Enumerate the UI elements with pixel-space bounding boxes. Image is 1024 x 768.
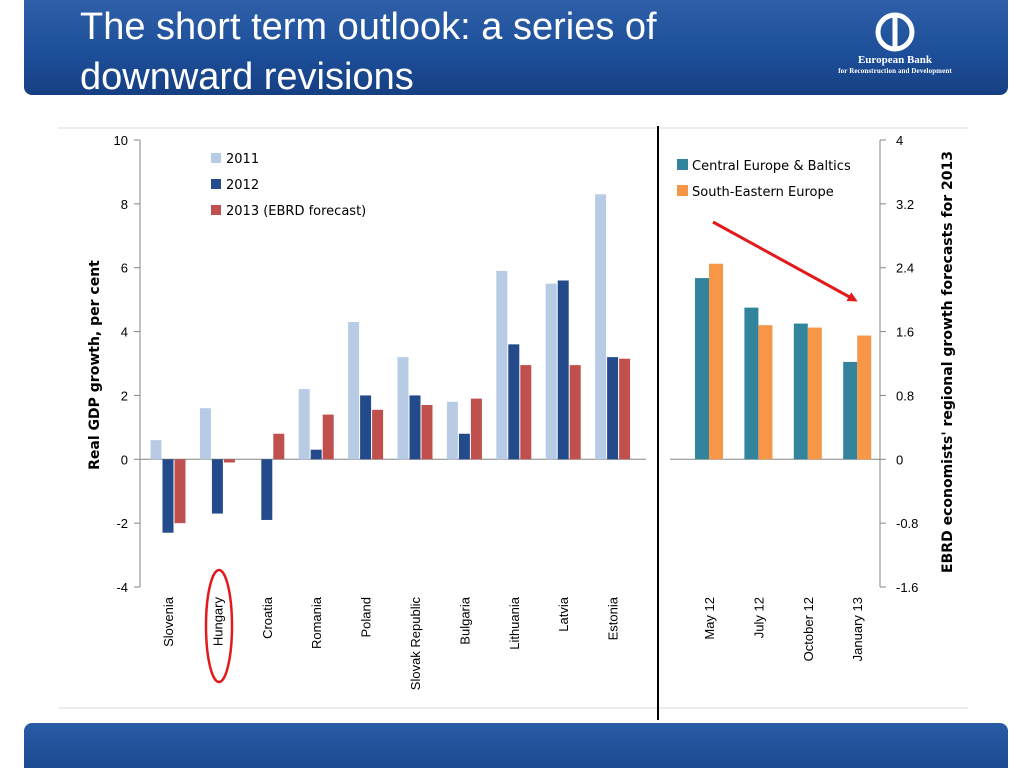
category-label: Slovenia [161, 596, 176, 647]
bar-2012-slovak-republic [409, 395, 421, 460]
right-tick-label: 0 [896, 452, 903, 467]
bar-2011-estonia [595, 194, 607, 460]
right-tick-label: 4 [896, 133, 903, 148]
category-label: Latvia [556, 596, 571, 631]
legend-swatch [211, 153, 221, 163]
left-tick-label: -2 [116, 516, 128, 531]
left-tick-label: -4 [116, 580, 128, 595]
legend-label: Central Europe & Baltics [692, 159, 851, 174]
left-tick-label: 10 [114, 133, 128, 148]
right-tick-label: 0.8 [896, 388, 914, 403]
right-axis-title: EBRD economists' regional growth forecas… [940, 151, 956, 573]
bar-2013-estonia [619, 358, 631, 460]
bar-forecast-central-europe-january-13 [843, 361, 858, 460]
header-bar [24, 0, 1008, 95]
left-tick-label: 6 [121, 261, 128, 276]
hungary-highlight-circle [204, 568, 234, 684]
category-label: Romania [309, 596, 324, 649]
bar-2013-croatia [273, 433, 285, 460]
forecast-date-label: January 13 [850, 597, 865, 661]
bar-2013-hungary [223, 459, 235, 463]
legend-label: 2012 [226, 178, 259, 193]
bar-2012-estonia [607, 357, 619, 460]
bar-2011-romania [298, 389, 310, 460]
right-tick-label: 2.4 [896, 261, 914, 276]
footer-bar [24, 723, 1008, 768]
right-tick-label: -0.8 [896, 516, 918, 531]
bar-2013-romania [322, 414, 334, 460]
category-label: Poland [359, 597, 374, 637]
legend-label: South-Eastern Europe [692, 185, 834, 200]
logo-name: European Bank [857, 54, 933, 66]
right-y-axis: 4 3.2 2.4 1.6 0.8 0 -0.8 -1.6 [670, 133, 918, 595]
forecast-date-label: May 12 [702, 597, 717, 640]
bar-2011-bulgaria [446, 401, 458, 460]
category-label: Hungary [210, 597, 225, 647]
bar-2013-lithuania [520, 365, 532, 460]
bar-2013-slovak-republic [421, 405, 433, 460]
category-label: Slovak Republic [408, 597, 423, 691]
bar-2011-poland [348, 321, 360, 460]
legend-label: 2013 (EBRD forecast) [226, 204, 366, 219]
bar-marks [150, 194, 872, 533]
logo-subtitle: for Reconstruction and Development [838, 67, 952, 75]
bar-2013-latvia [569, 365, 581, 460]
ebrd-logo: European Bank for Reconstruction and Dev… [820, 12, 970, 86]
category-label: Bulgaria [457, 596, 472, 644]
bar-2013-bulgaria [470, 398, 482, 460]
category-label: Lithuania [507, 596, 522, 650]
bar-forecast-south-eastern-october-12 [807, 327, 822, 460]
category-labels: Slovenia Hungary Croatia Romania Poland Slova… [161, 596, 865, 690]
left-axis-title: Real GDP growth, per cent [87, 260, 103, 470]
bar-forecast-south-eastern-january-13 [857, 335, 872, 460]
bar-2011-latvia [545, 283, 557, 460]
legend-swatch [677, 185, 688, 196]
bar-2012-croatia [261, 459, 273, 520]
legend-swatch [677, 159, 688, 170]
bar-2013-slovenia [174, 459, 186, 524]
ebrd-logo-icon [875, 12, 915, 52]
slide-title: The short term outlook: a series of down… [80, 6, 657, 98]
bar-forecast-south-eastern-july-12 [758, 325, 773, 460]
bar-2012-romania [310, 449, 322, 460]
bar-2012-hungary [211, 459, 223, 514]
bar-2013-poland [372, 409, 384, 460]
downward-trend-arrow [712, 220, 858, 302]
bar-2011-slovenia [150, 440, 162, 460]
legend-swatch [211, 179, 221, 189]
bar-forecast-south-eastern-may-12 [709, 263, 723, 460]
forecast-date-label: July 12 [751, 597, 766, 638]
category-label: Estonia [606, 596, 621, 640]
bar-2012-bulgaria [458, 433, 470, 460]
bar-2011-slovak-republic [397, 357, 409, 460]
bar-forecast-central-europe-july-12 [744, 307, 759, 460]
bar-2012-lithuania [508, 344, 520, 460]
right-tick-label: -1.6 [896, 580, 918, 595]
legend-swatch [211, 205, 221, 215]
bar-2011-hungary [199, 408, 211, 460]
left-tick-label: 4 [121, 325, 128, 340]
right-tick-label: 1.6 [896, 325, 914, 340]
bar-2012-slovenia [162, 459, 174, 533]
bar-2012-poland [360, 395, 372, 460]
left-tick-label: 2 [121, 388, 128, 403]
bar-forecast-central-europe-october-12 [793, 323, 808, 460]
left-tick-label: 8 [121, 197, 128, 212]
forecast-date-label: October 12 [801, 597, 816, 661]
bar-forecast-central-europe-may-12 [695, 278, 709, 460]
bar-2012-latvia [557, 280, 569, 460]
legends: 2011 2012 2013 (EBRD forecast) Central Euro… [211, 152, 851, 219]
left-tick-label: 0 [121, 452, 128, 467]
legend-label: 2011 [226, 152, 259, 167]
category-label: Croatia [260, 596, 275, 639]
bar-2011-lithuania [496, 270, 508, 460]
right-tick-label: 3.2 [896, 197, 914, 212]
